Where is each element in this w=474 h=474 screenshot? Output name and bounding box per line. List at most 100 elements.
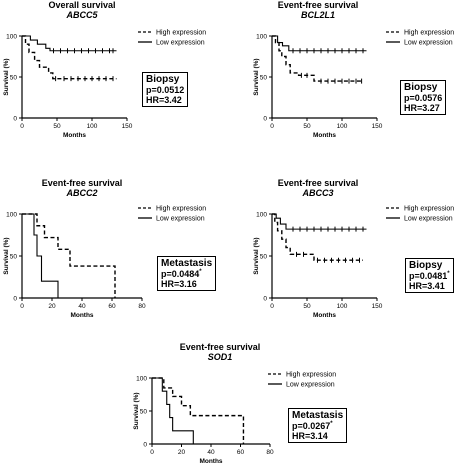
chart-title: Event-free survival bbox=[277, 0, 359, 10]
stat-p-value: p=0.0512 bbox=[146, 85, 185, 95]
x-tick-label: 150 bbox=[122, 123, 133, 130]
x-tick-label: 50 bbox=[53, 123, 61, 130]
stat-box: Biopsy p=0.0481* HR=3.41 bbox=[405, 258, 454, 293]
y-tick-label: 100 bbox=[136, 376, 147, 383]
chart-subtitle: ABCC5 bbox=[66, 10, 98, 20]
chart-title: Overall survival bbox=[48, 0, 116, 10]
km-plot-abcc5: 0 50 100 0 50 100 150 Months Survival (%) High ex… bbox=[3, 30, 206, 140]
x-tick-label: 100 bbox=[337, 303, 348, 310]
legend-label: Low expression bbox=[156, 216, 205, 223]
km-plot-sod1: 0 50 100 0 20 40 60 80 Months Survival (%) High ex… bbox=[133, 372, 336, 466]
stat-p-superscript: * bbox=[330, 421, 333, 427]
x-tick-label: 100 bbox=[87, 123, 98, 130]
survival-curve-low bbox=[272, 213, 367, 230]
x-axis-label: Months bbox=[313, 312, 336, 319]
stat-hazard-ratio: HR=3.41 bbox=[409, 281, 445, 291]
km-plot-abcc3: 0 50 100 0 50 100 150 Months Survival (%) High ex… bbox=[253, 206, 454, 320]
stat-label: Metastasis bbox=[292, 410, 344, 421]
x-tick-label: 150 bbox=[372, 303, 383, 310]
x-tick-label: 0 bbox=[150, 449, 154, 456]
stat-hazard-ratio: HR=3.16 bbox=[161, 279, 197, 289]
stat-p-value: p=0.0484 bbox=[161, 269, 200, 279]
legend-label: High expression bbox=[156, 206, 206, 213]
legend-label: High expression bbox=[156, 30, 206, 37]
chart-title: Event-free survival bbox=[179, 342, 261, 352]
x-tick-label: 100 bbox=[337, 123, 348, 130]
y-tick-label: 100 bbox=[256, 34, 267, 41]
legend-label: High expression bbox=[404, 30, 454, 37]
y-axis-label: Survival (%) bbox=[253, 58, 260, 95]
stat-box: Metastasis p=0.0267* HR=3.14 bbox=[288, 408, 348, 443]
stat-p-superscript: * bbox=[447, 271, 450, 277]
survival-curve-low bbox=[22, 213, 59, 298]
stat-p-value: p=0.0481 bbox=[409, 271, 448, 281]
x-tick-label: 0 bbox=[20, 303, 24, 310]
stat-box: Biopsy p=0.0512 HR=3.42 bbox=[142, 72, 189, 107]
stat-box: Metastasis p=0.0484* HR=3.16 bbox=[157, 256, 217, 291]
x-tick-label: 80 bbox=[138, 303, 146, 310]
y-tick-label: 50 bbox=[260, 254, 268, 261]
y-tick-label: 0 bbox=[13, 296, 17, 303]
chart-subtitle: ABCC2 bbox=[66, 188, 98, 198]
y-axis-label: Survival (%) bbox=[253, 237, 260, 274]
survival-curve-low bbox=[152, 377, 194, 444]
chart-subtitle: SOD1 bbox=[207, 352, 233, 362]
x-tick-label: 80 bbox=[266, 449, 274, 456]
x-tick-label: 60 bbox=[108, 303, 116, 310]
x-tick-label: 150 bbox=[372, 123, 383, 130]
stat-label: Biopsy bbox=[409, 260, 443, 271]
legend-label: High expression bbox=[404, 206, 454, 213]
x-tick-label: 0 bbox=[20, 123, 24, 130]
x-axis-label: Months bbox=[63, 132, 86, 139]
survival-curve-low bbox=[272, 35, 367, 52]
x-tick-label: 50 bbox=[303, 303, 311, 310]
y-axis-label: Survival (%) bbox=[133, 392, 140, 429]
legend-label: Low expression bbox=[404, 40, 453, 47]
km-plot-bcl2l1: 0 50 100 0 50 100 150 Months Survival (%) High ex… bbox=[253, 30, 454, 140]
x-tick-label: 50 bbox=[303, 123, 311, 130]
x-axis-label: Months bbox=[199, 458, 222, 465]
stat-label: Biopsy bbox=[146, 74, 180, 85]
survival-curve-high bbox=[22, 35, 117, 80]
x-tick-label: 20 bbox=[178, 449, 186, 456]
legend-label: High expression bbox=[286, 372, 336, 379]
stat-p-superscript: * bbox=[199, 269, 202, 275]
stat-label: Biopsy bbox=[404, 82, 438, 93]
y-tick-label: 0 bbox=[263, 296, 267, 303]
y-axis-label: Survival (%) bbox=[3, 237, 10, 274]
survival-curve-high bbox=[22, 213, 116, 298]
stat-box: Biopsy p=0.0576 HR=3.27 bbox=[400, 80, 447, 115]
survival-curve-high bbox=[152, 377, 245, 444]
legend-label: Low expression bbox=[286, 382, 335, 389]
chart-subtitle: BCL2L1 bbox=[300, 10, 335, 20]
y-tick-label: 100 bbox=[6, 212, 17, 219]
y-tick-label: 50 bbox=[10, 75, 18, 82]
y-axis-label: Survival (%) bbox=[3, 58, 10, 95]
x-tick-label: 0 bbox=[270, 303, 274, 310]
legend-label: Low expression bbox=[404, 216, 453, 223]
x-tick-label: 20 bbox=[48, 303, 56, 310]
stat-p-value: p=0.0267 bbox=[292, 421, 331, 431]
y-tick-label: 100 bbox=[256, 212, 267, 219]
km-plot-abcc2: 0 50 100 0 20 40 60 80 Months Survival (%) High ex… bbox=[3, 206, 206, 320]
x-tick-label: 40 bbox=[78, 303, 86, 310]
y-tick-label: 50 bbox=[10, 254, 18, 261]
y-tick-label: 50 bbox=[140, 409, 148, 416]
y-tick-label: 0 bbox=[13, 116, 17, 123]
y-tick-label: 50 bbox=[260, 75, 268, 82]
x-tick-label: 0 bbox=[270, 123, 274, 130]
stat-hazard-ratio: HR=3.27 bbox=[404, 103, 440, 113]
chart-title: Event-free survival bbox=[41, 178, 123, 188]
survival-curve-high bbox=[272, 35, 363, 82]
chart-title: Event-free survival bbox=[277, 178, 359, 188]
x-axis-label: Months bbox=[313, 132, 336, 139]
stat-p-value: p=0.0576 bbox=[404, 93, 443, 103]
survival-curve-high bbox=[272, 213, 363, 261]
x-axis-label: Months bbox=[70, 312, 93, 319]
stat-hazard-ratio: HR=3.42 bbox=[146, 95, 182, 105]
y-tick-label: 0 bbox=[263, 116, 267, 123]
survival-curve-low bbox=[22, 35, 117, 52]
stat-label: Metastasis bbox=[161, 258, 213, 269]
y-tick-label: 100 bbox=[6, 34, 17, 41]
x-tick-label: 60 bbox=[237, 449, 245, 456]
